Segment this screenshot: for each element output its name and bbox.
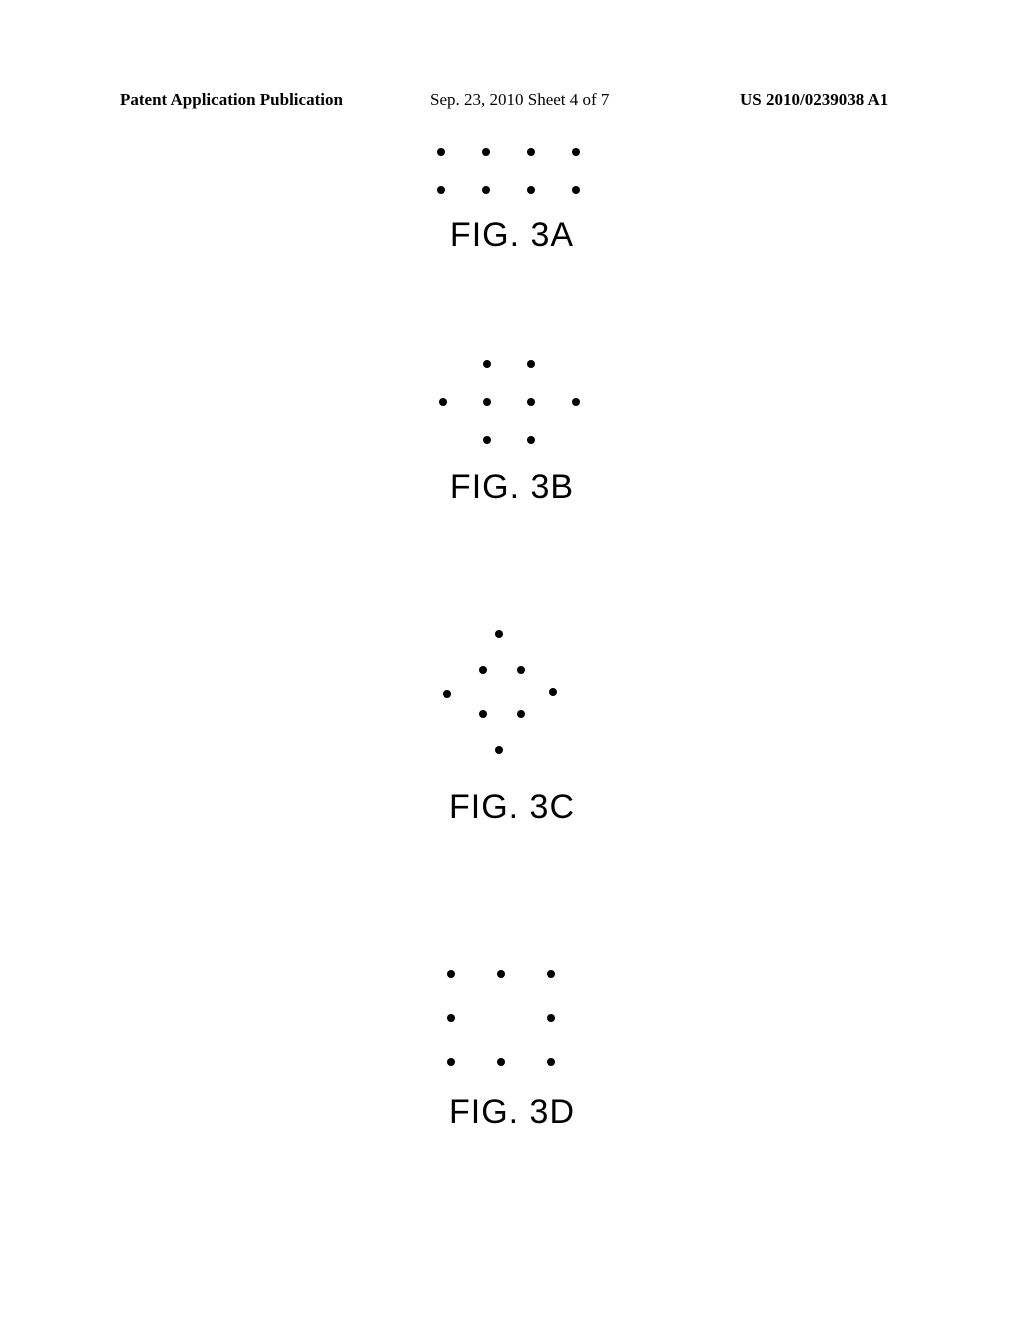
constellation-dot bbox=[517, 710, 525, 718]
constellation-dot bbox=[439, 398, 447, 406]
constellation-dot bbox=[527, 186, 535, 194]
constellation-dot bbox=[497, 1058, 505, 1066]
constellation-dot bbox=[549, 688, 557, 696]
figure-3b-dots bbox=[437, 360, 587, 460]
constellation-dot bbox=[483, 360, 491, 368]
constellation-dot bbox=[482, 148, 490, 156]
constellation-dot bbox=[483, 436, 491, 444]
figure-3b: FIG. 3B bbox=[0, 360, 1024, 507]
constellation-dot bbox=[547, 1058, 555, 1066]
figure-3c-label: FIG. 3C bbox=[0, 788, 1024, 827]
constellation-dot bbox=[437, 148, 445, 156]
constellation-dot bbox=[483, 398, 491, 406]
constellation-dot bbox=[495, 746, 503, 754]
constellation-dot bbox=[527, 148, 535, 156]
figure-3b-label: FIG. 3B bbox=[0, 468, 1024, 507]
figure-3d: FIG. 3D bbox=[0, 970, 1024, 1132]
constellation-dot bbox=[572, 186, 580, 194]
constellation-dot bbox=[495, 630, 503, 638]
figure-3d-dots bbox=[447, 970, 577, 1085]
constellation-dot bbox=[447, 1014, 455, 1022]
constellation-dot bbox=[547, 970, 555, 978]
constellation-dot bbox=[447, 1058, 455, 1066]
figure-3a-label: FIG. 3A bbox=[0, 216, 1024, 255]
constellation-dot bbox=[527, 360, 535, 368]
constellation-dot bbox=[547, 1014, 555, 1022]
figure-3c: FIG. 3C bbox=[0, 630, 1024, 827]
constellation-dot bbox=[572, 148, 580, 156]
constellation-dot bbox=[479, 710, 487, 718]
constellation-dot bbox=[517, 666, 525, 674]
header-left: Patent Application Publication bbox=[120, 90, 343, 110]
constellation-dot bbox=[443, 690, 451, 698]
constellation-dot bbox=[572, 398, 580, 406]
figure-3c-dots bbox=[437, 630, 587, 780]
constellation-dot bbox=[482, 186, 490, 194]
header-right: US 2010/0239038 A1 bbox=[740, 90, 888, 110]
constellation-dot bbox=[527, 398, 535, 406]
figure-3a: FIG. 3A bbox=[0, 148, 1024, 255]
figure-3a-dots bbox=[437, 148, 587, 208]
constellation-dot bbox=[437, 186, 445, 194]
header-center: Sep. 23, 2010 Sheet 4 of 7 bbox=[430, 90, 609, 110]
constellation-dot bbox=[479, 666, 487, 674]
constellation-dot bbox=[497, 970, 505, 978]
figure-3d-label: FIG. 3D bbox=[0, 1093, 1024, 1132]
constellation-dot bbox=[527, 436, 535, 444]
constellation-dot bbox=[447, 970, 455, 978]
